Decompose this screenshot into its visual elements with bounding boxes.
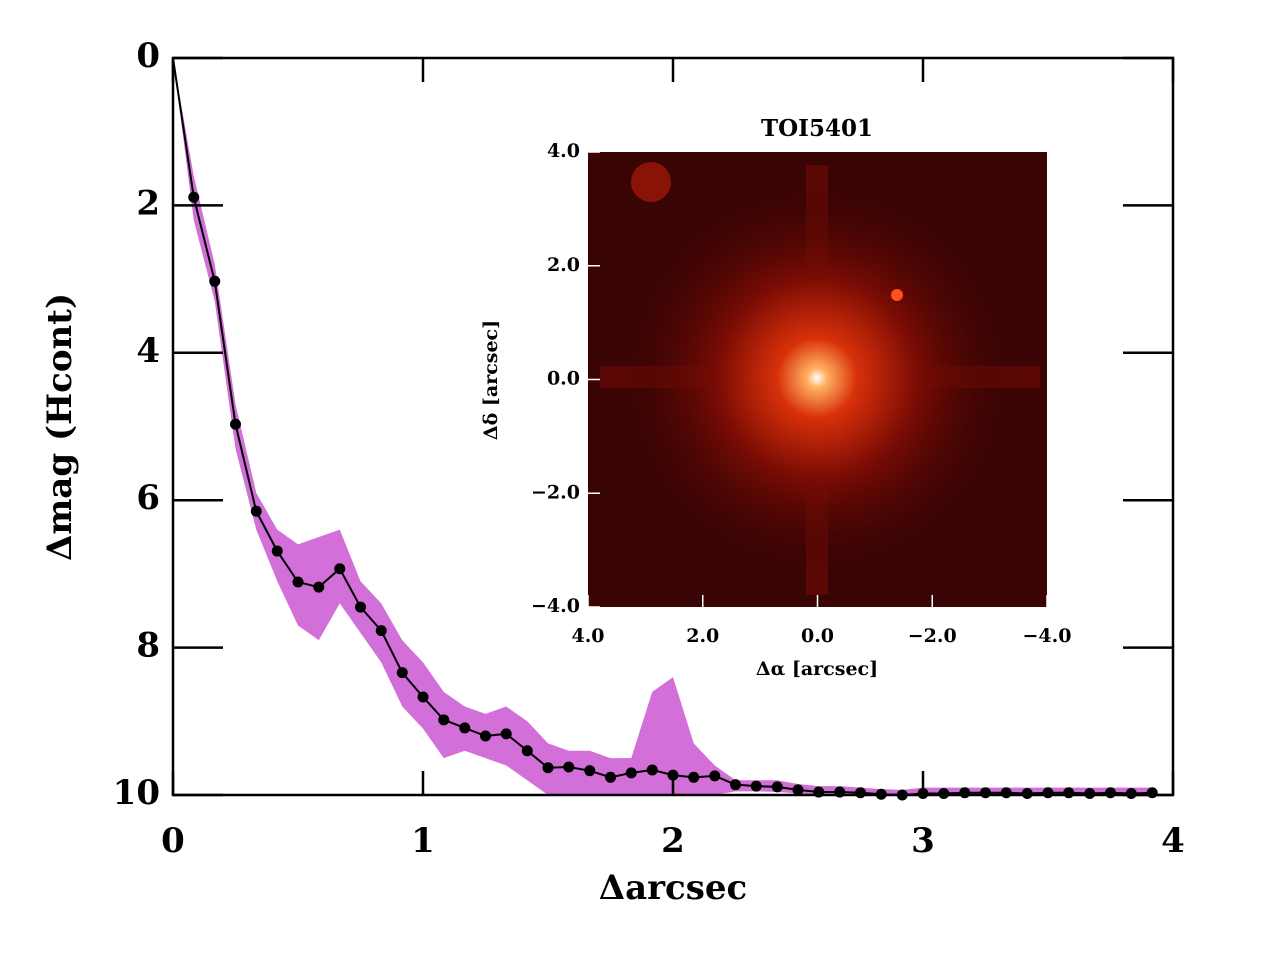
- data-point: [688, 771, 700, 783]
- data-point: [375, 625, 387, 637]
- data-point: [792, 784, 804, 796]
- data-point: [646, 764, 658, 776]
- data-point: [1084, 788, 1096, 800]
- y-tick-label: 0: [136, 36, 160, 76]
- inset-y-tick-label: −2.0: [531, 481, 580, 503]
- data-point: [563, 761, 575, 773]
- inset-y-tick-label: 0.0: [547, 368, 580, 390]
- inset-x-tick-label: −4.0: [1023, 625, 1072, 647]
- x-tick-label: 2: [661, 821, 685, 861]
- inset-title: TOI5401: [761, 115, 873, 142]
- inset-y-tick-label: 4.0: [547, 140, 580, 162]
- inset-x-tick-label: 0.0: [801, 625, 834, 647]
- y-tick-label: 8: [136, 626, 160, 666]
- data-point: [542, 762, 554, 774]
- data-point: [271, 545, 283, 557]
- data-point: [313, 581, 325, 593]
- data-point: [438, 714, 450, 726]
- y-tick-label: 2: [136, 183, 160, 223]
- data-point: [980, 787, 991, 799]
- data-point: [500, 728, 512, 740]
- inset-image: [588, 152, 1047, 607]
- inset-y-tick-label: −4.0: [531, 595, 580, 617]
- data-point: [1042, 787, 1054, 799]
- data-point: [396, 667, 408, 679]
- x-tick-label: 4: [1161, 821, 1185, 861]
- y-tick-label: 10: [113, 773, 160, 813]
- data-point: [625, 767, 637, 779]
- data-point: [334, 563, 346, 575]
- data-point: [480, 730, 491, 742]
- data-point: [730, 779, 741, 791]
- x-axis-label: Δarcsec: [599, 868, 748, 908]
- data-point: [938, 788, 950, 800]
- inset-x-tick-label: 2.0: [686, 625, 719, 647]
- data-point: [1125, 788, 1137, 800]
- data-point: [250, 505, 262, 517]
- data-point: [521, 745, 533, 757]
- data-point: [355, 601, 366, 613]
- data-point: [1000, 787, 1012, 799]
- data-point: [1021, 788, 1033, 800]
- data-point: [292, 576, 304, 588]
- y-axis-label: Δmag (Hcont): [40, 293, 80, 561]
- data-point: [417, 691, 429, 703]
- inset-y-label: Δδ [arcsec]: [480, 320, 502, 440]
- data-point: [1063, 787, 1075, 799]
- data-point: [209, 275, 221, 287]
- y-tick-label: 4: [136, 331, 160, 371]
- y-tick-label: 6: [136, 478, 160, 518]
- inset-x-tick-label: −2.0: [908, 625, 957, 647]
- data-point: [750, 780, 762, 792]
- inset-x-label: Δα [arcsec]: [756, 658, 878, 680]
- data-point: [959, 787, 971, 799]
- x-tick-label: 0: [161, 821, 185, 861]
- data-point: [188, 191, 200, 203]
- data-point: [230, 418, 241, 430]
- x-tick-label: 1: [411, 821, 435, 861]
- data-point: [1105, 787, 1116, 799]
- data-point: [855, 787, 866, 799]
- data-point: [771, 781, 783, 793]
- data-point: [1146, 787, 1158, 799]
- data-point: [459, 722, 471, 734]
- data-point: [584, 765, 596, 777]
- inset-y-tick-label: 2.0: [547, 254, 580, 276]
- data-point: [709, 770, 721, 782]
- inset-x-tick-label: 4.0: [571, 625, 604, 647]
- data-point: [605, 771, 616, 783]
- x-tick-label: 3: [911, 821, 935, 861]
